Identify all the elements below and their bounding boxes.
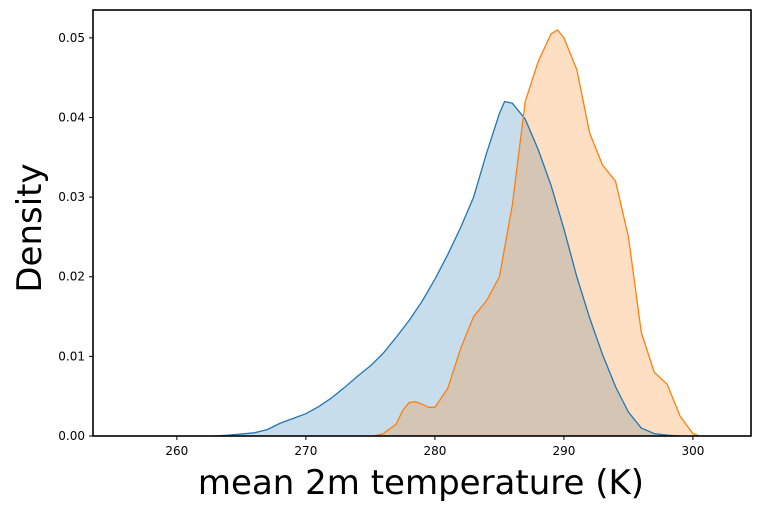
y-tick-label: 0.05 xyxy=(58,31,85,45)
x-tick-label: 260 xyxy=(165,444,188,458)
y-tick-label: 0.03 xyxy=(58,190,85,204)
y-tick-label: 0.01 xyxy=(58,349,85,363)
y-axis: 0.00 0.01 0.02 0.03 0.04 0.05 xyxy=(58,31,93,443)
series-layer xyxy=(214,29,700,437)
x-axis-label: mean 2m temperature (K) xyxy=(198,463,644,503)
x-tick-label: 290 xyxy=(552,444,575,458)
x-tick-label: 270 xyxy=(294,444,317,458)
series-2-line xyxy=(374,29,700,437)
x-tick-label: 280 xyxy=(423,444,446,458)
plot-area xyxy=(92,9,752,437)
x-axis: 260 270 280 290 300 xyxy=(165,436,704,458)
plot-frame xyxy=(92,9,752,437)
series-2-area xyxy=(374,29,700,436)
series-1-line xyxy=(214,100,679,437)
y-tick-label: 0.02 xyxy=(58,270,85,284)
y-tick-label: 0.00 xyxy=(58,429,85,443)
x-tick-label: 300 xyxy=(681,444,704,458)
y-tick-label: 0.04 xyxy=(58,110,85,124)
series-1-area xyxy=(214,101,679,436)
y-axis-label: Density xyxy=(10,163,50,292)
